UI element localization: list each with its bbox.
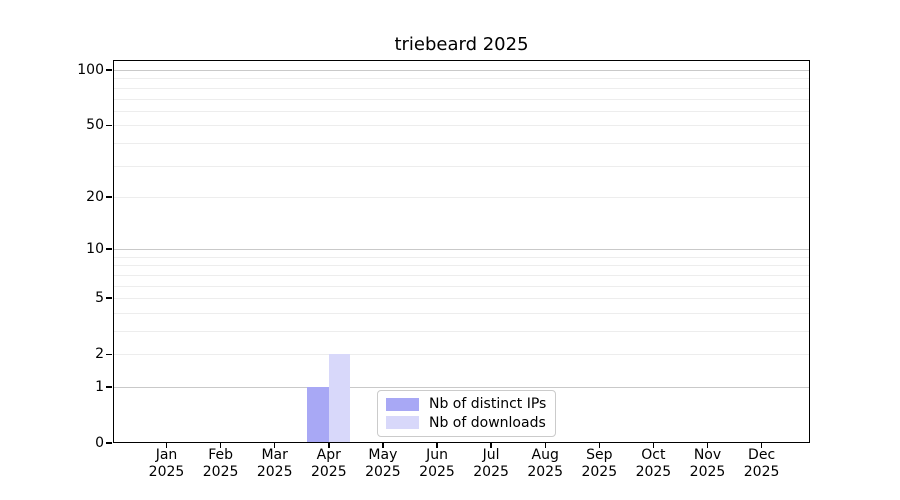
minor-gridline: [113, 331, 810, 332]
x-tick-year: 2025: [256, 464, 293, 480]
minor-gridline: [113, 98, 810, 100]
minor-gridline: [113, 285, 810, 287]
x-tick-label: Oct 2025: [621, 447, 685, 481]
x-tick-year: 2025: [689, 464, 726, 480]
x-tick-label: May 2025: [351, 447, 415, 481]
x-tick-mark: [165, 443, 168, 448]
x-tick-month: May: [368, 447, 398, 463]
minor-gridline: [113, 256, 810, 258]
x-tick-label: Jul 2025: [459, 447, 523, 481]
x-tick-label: Sep 2025: [567, 447, 631, 481]
x-tick-month: Aug: [531, 447, 559, 463]
x-tick-mark: [382, 443, 384, 448]
x-tick-month: Dec: [748, 447, 776, 463]
x-tick-label: Feb 2025: [189, 447, 253, 481]
y-tick-label: 5: [95, 290, 104, 307]
y-tick-mark: [106, 196, 112, 198]
x-tick-year: 2025: [473, 464, 509, 480]
legend-item: Nb of downloads: [386, 414, 547, 433]
x-tick-label: Mar 2025: [243, 447, 307, 481]
y-tick-label: 50: [86, 117, 104, 134]
major-gridline: [113, 387, 810, 388]
x-tick-mark: [490, 443, 492, 448]
x-tick-month: Jun: [426, 447, 448, 463]
minor-gridline: [113, 125, 810, 127]
y-tick-label: 0: [95, 435, 104, 451]
x-tick-year: 2025: [202, 464, 239, 480]
x-tick-mark: [219, 443, 222, 448]
x-tick-year: 2025: [365, 464, 401, 480]
chart-title: triebeard 2025: [394, 34, 529, 55]
y-tick-mark: [106, 124, 112, 126]
legend-swatch: [386, 397, 419, 411]
minor-gridline: [113, 165, 810, 167]
x-tick-mark: [706, 443, 709, 448]
y-tick-label: 10: [86, 241, 104, 258]
x-tick-year: 2025: [310, 464, 347, 480]
minor-gridline: [113, 354, 810, 356]
minor-gridline: [113, 110, 810, 112]
legend-swatch: [386, 416, 419, 430]
minor-gridline: [113, 298, 810, 300]
major-gridline: [113, 249, 810, 251]
minor-gridline: [113, 87, 810, 89]
minor-gridline: [113, 265, 810, 267]
legend-label: Nb of downloads: [429, 414, 546, 431]
x-tick-year: 2025: [148, 464, 185, 480]
y-tick-label: 2: [95, 346, 104, 363]
y-tick-mark: [106, 297, 112, 299]
y-tick-label: 100: [77, 62, 104, 78]
legend: Nb of distinct IPs Nb of downloads: [377, 390, 556, 437]
bar-downloads: [328, 354, 351, 443]
legend-item: Nb of distinct IPs: [386, 395, 547, 414]
x-tick-label: Aug 2025: [513, 447, 577, 481]
minor-gridline: [113, 196, 810, 198]
x-tick-mark: [436, 443, 438, 448]
x-tick-year: 2025: [581, 464, 618, 480]
minor-gridline: [113, 142, 810, 144]
x-tick-month: Feb: [208, 447, 233, 463]
x-tick-mark: [598, 443, 600, 448]
minor-gridline: [113, 78, 810, 80]
x-tick-year: 2025: [527, 464, 563, 480]
x-tick-month: Oct: [641, 447, 666, 463]
y-tick-mark: [106, 248, 112, 250]
x-tick-label: Jun 2025: [405, 447, 469, 481]
y-tick-label: 1: [95, 379, 104, 395]
y-tick-mark: [106, 386, 112, 388]
x-tick-month: Sep: [586, 447, 613, 463]
legend-label: Nb of distinct IPs: [429, 396, 547, 413]
x-tick-mark: [273, 443, 276, 448]
minor-gridline: [113, 274, 810, 276]
x-tick-month: Jan: [155, 447, 178, 463]
plot-area: [113, 60, 810, 443]
x-tick-month: Mar: [261, 447, 288, 463]
bar-distinct-ips: [307, 387, 329, 443]
x-tick-year: 2025: [743, 464, 780, 480]
y-tick-label: 20: [86, 188, 104, 205]
x-tick-mark: [328, 443, 330, 448]
x-tick-label: Jan 2025: [135, 447, 199, 481]
minor-gridline: [113, 312, 810, 314]
x-tick-label: Nov 2025: [676, 447, 740, 481]
x-tick-month: Apr: [316, 447, 341, 463]
x-tick-month: Nov: [693, 447, 722, 463]
x-tick-mark: [652, 443, 655, 448]
x-tick-mark: [760, 443, 763, 448]
x-tick-label: Apr 2025: [297, 447, 361, 481]
x-tick-mark: [544, 443, 546, 448]
x-tick-month: Jul: [482, 447, 500, 463]
y-tick-mark: [106, 353, 112, 355]
x-tick-year: 2025: [419, 464, 455, 480]
x-tick-year: 2025: [635, 464, 672, 480]
y-tick-mark: [106, 69, 112, 71]
y-tick-mark: [106, 442, 112, 444]
major-gridline: [113, 70, 810, 71]
x-tick-label: Dec 2025: [730, 447, 794, 481]
